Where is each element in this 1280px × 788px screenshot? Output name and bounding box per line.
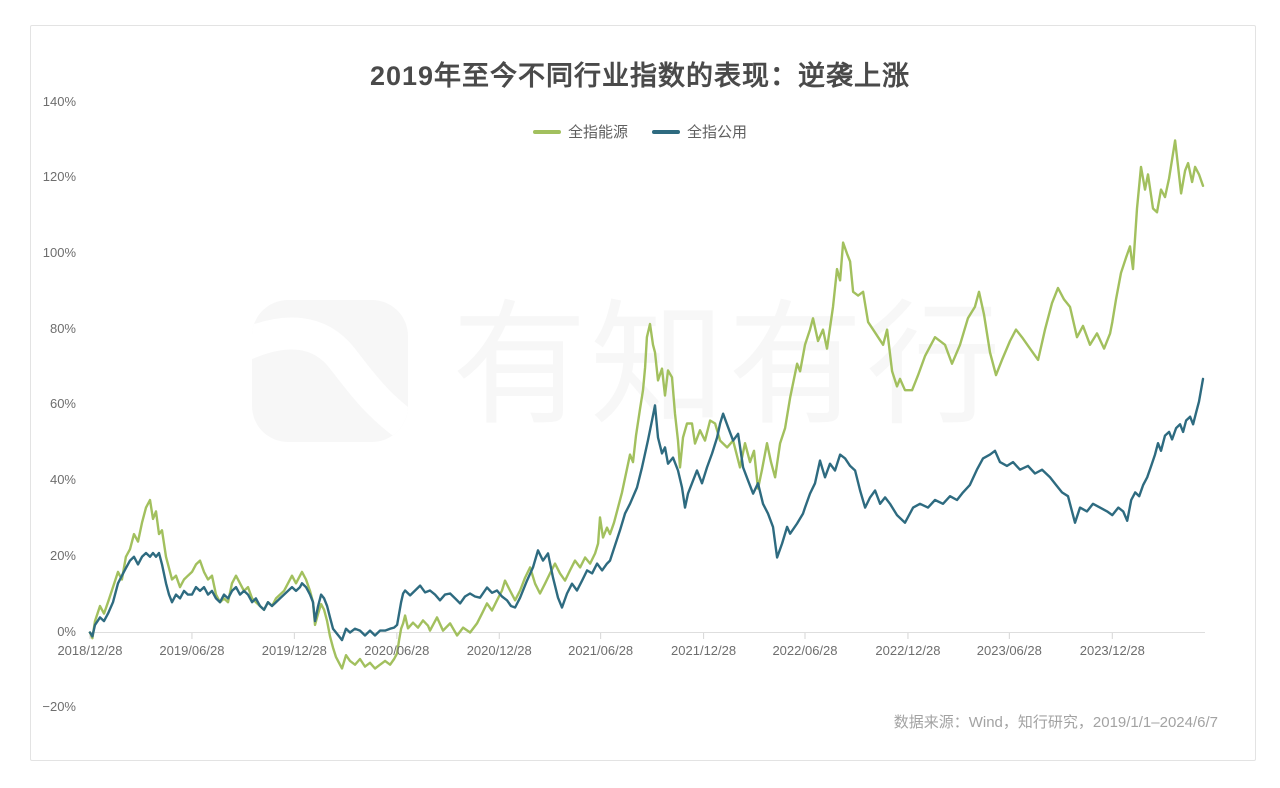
y-axis-label-80: 80% — [49, 320, 76, 336]
x-axis-label-1: 2019/06/28 — [159, 643, 225, 658]
x-axis-label-8: 2022/12/28 — [875, 643, 941, 658]
x-axis-label-6: 2021/12/28 — [671, 643, 737, 658]
x-axis-label-0: 2018/12/28 — [57, 643, 123, 658]
legend-item-energy: 全指能源 — [532, 121, 628, 142]
x-axis-label-4: 2020/12/28 — [466, 643, 532, 658]
y-axis-label-0: 0% — [57, 623, 76, 639]
legend-item-energy-swatch-icon — [532, 129, 561, 134]
y-axis-label--20: −20% — [42, 699, 76, 715]
x-axis-label-9: 2023/06/28 — [976, 643, 1042, 658]
river-swoosh-icon — [252, 317, 408, 442]
y-axis-label-20: 20% — [49, 547, 76, 563]
y-axis-label-140: 140% — [42, 93, 76, 109]
energy-index-line — [88, 139, 1205, 670]
y-axis-label-120: 120% — [42, 169, 76, 185]
legend-item-utilities: 全指公用 — [652, 121, 747, 142]
yzyx-logo-watermark — [252, 300, 408, 442]
y-axis-label-100: 100% — [42, 244, 76, 260]
legend-item-utilities-label: 全指公用 — [687, 124, 748, 141]
x-axis-label-5: 2021/06/28 — [568, 643, 634, 658]
y-axis-label-40: 40% — [49, 472, 76, 488]
chart-legend: 全指能源 全指公用 — [0, 121, 1280, 142]
legend-item-utilities-swatch-icon — [652, 129, 680, 134]
x-axis-label-7: 2022/06/28 — [772, 643, 838, 658]
chart-title: 2019年至今不同行业指数的表现：逆袭上涨 — [369, 61, 911, 91]
x-axis-label-10: 2023/12/28 — [1079, 643, 1145, 658]
data-source-note: 数据来源：Wind，知行研究，2019/1/1–2024/6/7 — [893, 714, 1218, 731]
utilities-index-line — [88, 377, 1205, 642]
legend-item-energy-label: 全指能源 — [567, 124, 628, 141]
y-axis-label-60: 60% — [49, 396, 76, 412]
x-axis-label-2: 2019/12/28 — [261, 643, 327, 658]
x-axis-label-3: 2020/06/28 — [364, 643, 430, 658]
watermark-text: 有知有行 — [452, 290, 1004, 441]
